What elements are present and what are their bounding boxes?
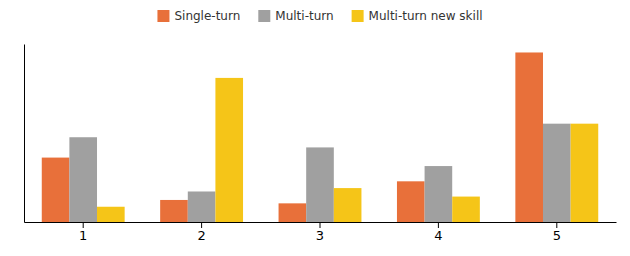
legend-label: Single-turn	[174, 9, 240, 23]
bar	[306, 147, 334, 222]
series	[42, 52, 543, 222]
legend-label: Multi-turn	[275, 9, 333, 23]
bar	[515, 52, 543, 222]
legend-item: Multi-turn new skill	[352, 9, 483, 23]
x-tick-mark	[83, 222, 84, 228]
legend-swatch	[157, 10, 169, 22]
bar	[279, 203, 307, 222]
x-tick-mark	[201, 222, 202, 228]
x-tick-mark	[438, 222, 439, 228]
y-axis	[24, 45, 25, 223]
bar	[160, 200, 188, 222]
series	[69, 124, 570, 222]
x-tick-label: 4	[434, 228, 442, 243]
plot: 1 2 3 4 5	[25, 45, 617, 244]
bar	[425, 166, 453, 222]
bar	[543, 124, 571, 222]
x-tick: 3	[316, 222, 324, 243]
bar	[452, 197, 480, 222]
legend-item: Multi-turn	[258, 9, 333, 23]
chart: 1 2 3 4 5 Single-turn Multi-turn Multi-turn new…	[0, 0, 630, 256]
series	[97, 78, 598, 222]
bar	[397, 181, 425, 222]
x-tick-label: 2	[197, 228, 205, 243]
bar	[571, 124, 599, 222]
x-tick-mark	[556, 222, 557, 228]
legend-label: Multi-turn new skill	[369, 9, 483, 23]
x-axis: 1 2 3 4 5	[25, 222, 617, 243]
bar	[42, 158, 70, 222]
legend-swatch	[258, 10, 270, 22]
legend: Single-turn Multi-turn Multi-turn new skil…	[157, 9, 482, 23]
x-tick-mark	[320, 222, 321, 228]
x-tick-label: 5	[553, 228, 561, 243]
bar	[69, 137, 97, 222]
legend-item: Single-turn	[157, 9, 240, 23]
bar	[188, 191, 216, 222]
y-axis-line	[24, 45, 25, 223]
x-tick: 4	[434, 222, 442, 243]
x-tick: 1	[79, 222, 87, 243]
legend-swatch	[352, 10, 364, 22]
x-tick-label: 3	[316, 228, 324, 243]
bars	[42, 52, 598, 222]
x-tick: 2	[197, 222, 205, 243]
bar	[334, 188, 362, 222]
x-tick: 5	[553, 222, 561, 243]
x-tick-label: 1	[79, 228, 87, 243]
bar	[97, 207, 125, 222]
bar	[215, 78, 243, 222]
